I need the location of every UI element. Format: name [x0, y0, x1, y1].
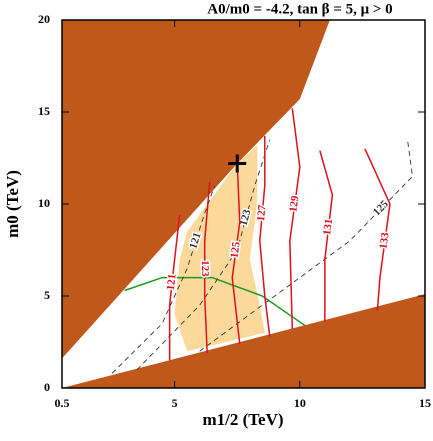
- contour-line: [364, 148, 391, 311]
- y-tick-label: 10: [38, 196, 50, 210]
- contour-label: 121: [165, 273, 179, 291]
- region: [174, 145, 265, 352]
- x-axis-label: m1/2 (TeV): [202, 410, 283, 429]
- region: [62, 20, 330, 359]
- x-tick-label: 10: [294, 396, 306, 410]
- y-tick-label: 0: [44, 380, 50, 394]
- contour-line: [289, 108, 301, 330]
- x-tick-label: 0.5: [55, 396, 70, 410]
- y-tick-label: 15: [38, 104, 50, 118]
- contour-line: [136, 139, 271, 370]
- chart-title: A0/m0 = -4.2, tan β = 5, μ > 0: [207, 1, 392, 17]
- contour-label: 125: [228, 240, 242, 258]
- x-tick-label: 5: [172, 396, 178, 410]
- best-fit-marker: [228, 154, 247, 173]
- region: [62, 294, 425, 388]
- y-axis-label: m0 (TeV): [3, 170, 22, 238]
- y-tick-label: 20: [38, 12, 50, 26]
- y-tick-label: 5: [44, 288, 50, 302]
- contour-label: 123: [199, 260, 211, 277]
- contour-label: 129: [287, 194, 301, 212]
- contour-label: 133: [377, 231, 391, 249]
- contour-label: 131: [321, 218, 335, 236]
- contour-line: [203, 181, 211, 354]
- contour-line: [259, 135, 271, 337]
- contour-line: [199, 139, 413, 352]
- x-tick-label: 15: [419, 396, 431, 410]
- contour-label: 127: [255, 204, 268, 222]
- contour-line: [319, 150, 334, 322]
- contour-line: [168, 214, 181, 361]
- boundary-line: [124, 276, 306, 327]
- contour-line: [231, 163, 241, 344]
